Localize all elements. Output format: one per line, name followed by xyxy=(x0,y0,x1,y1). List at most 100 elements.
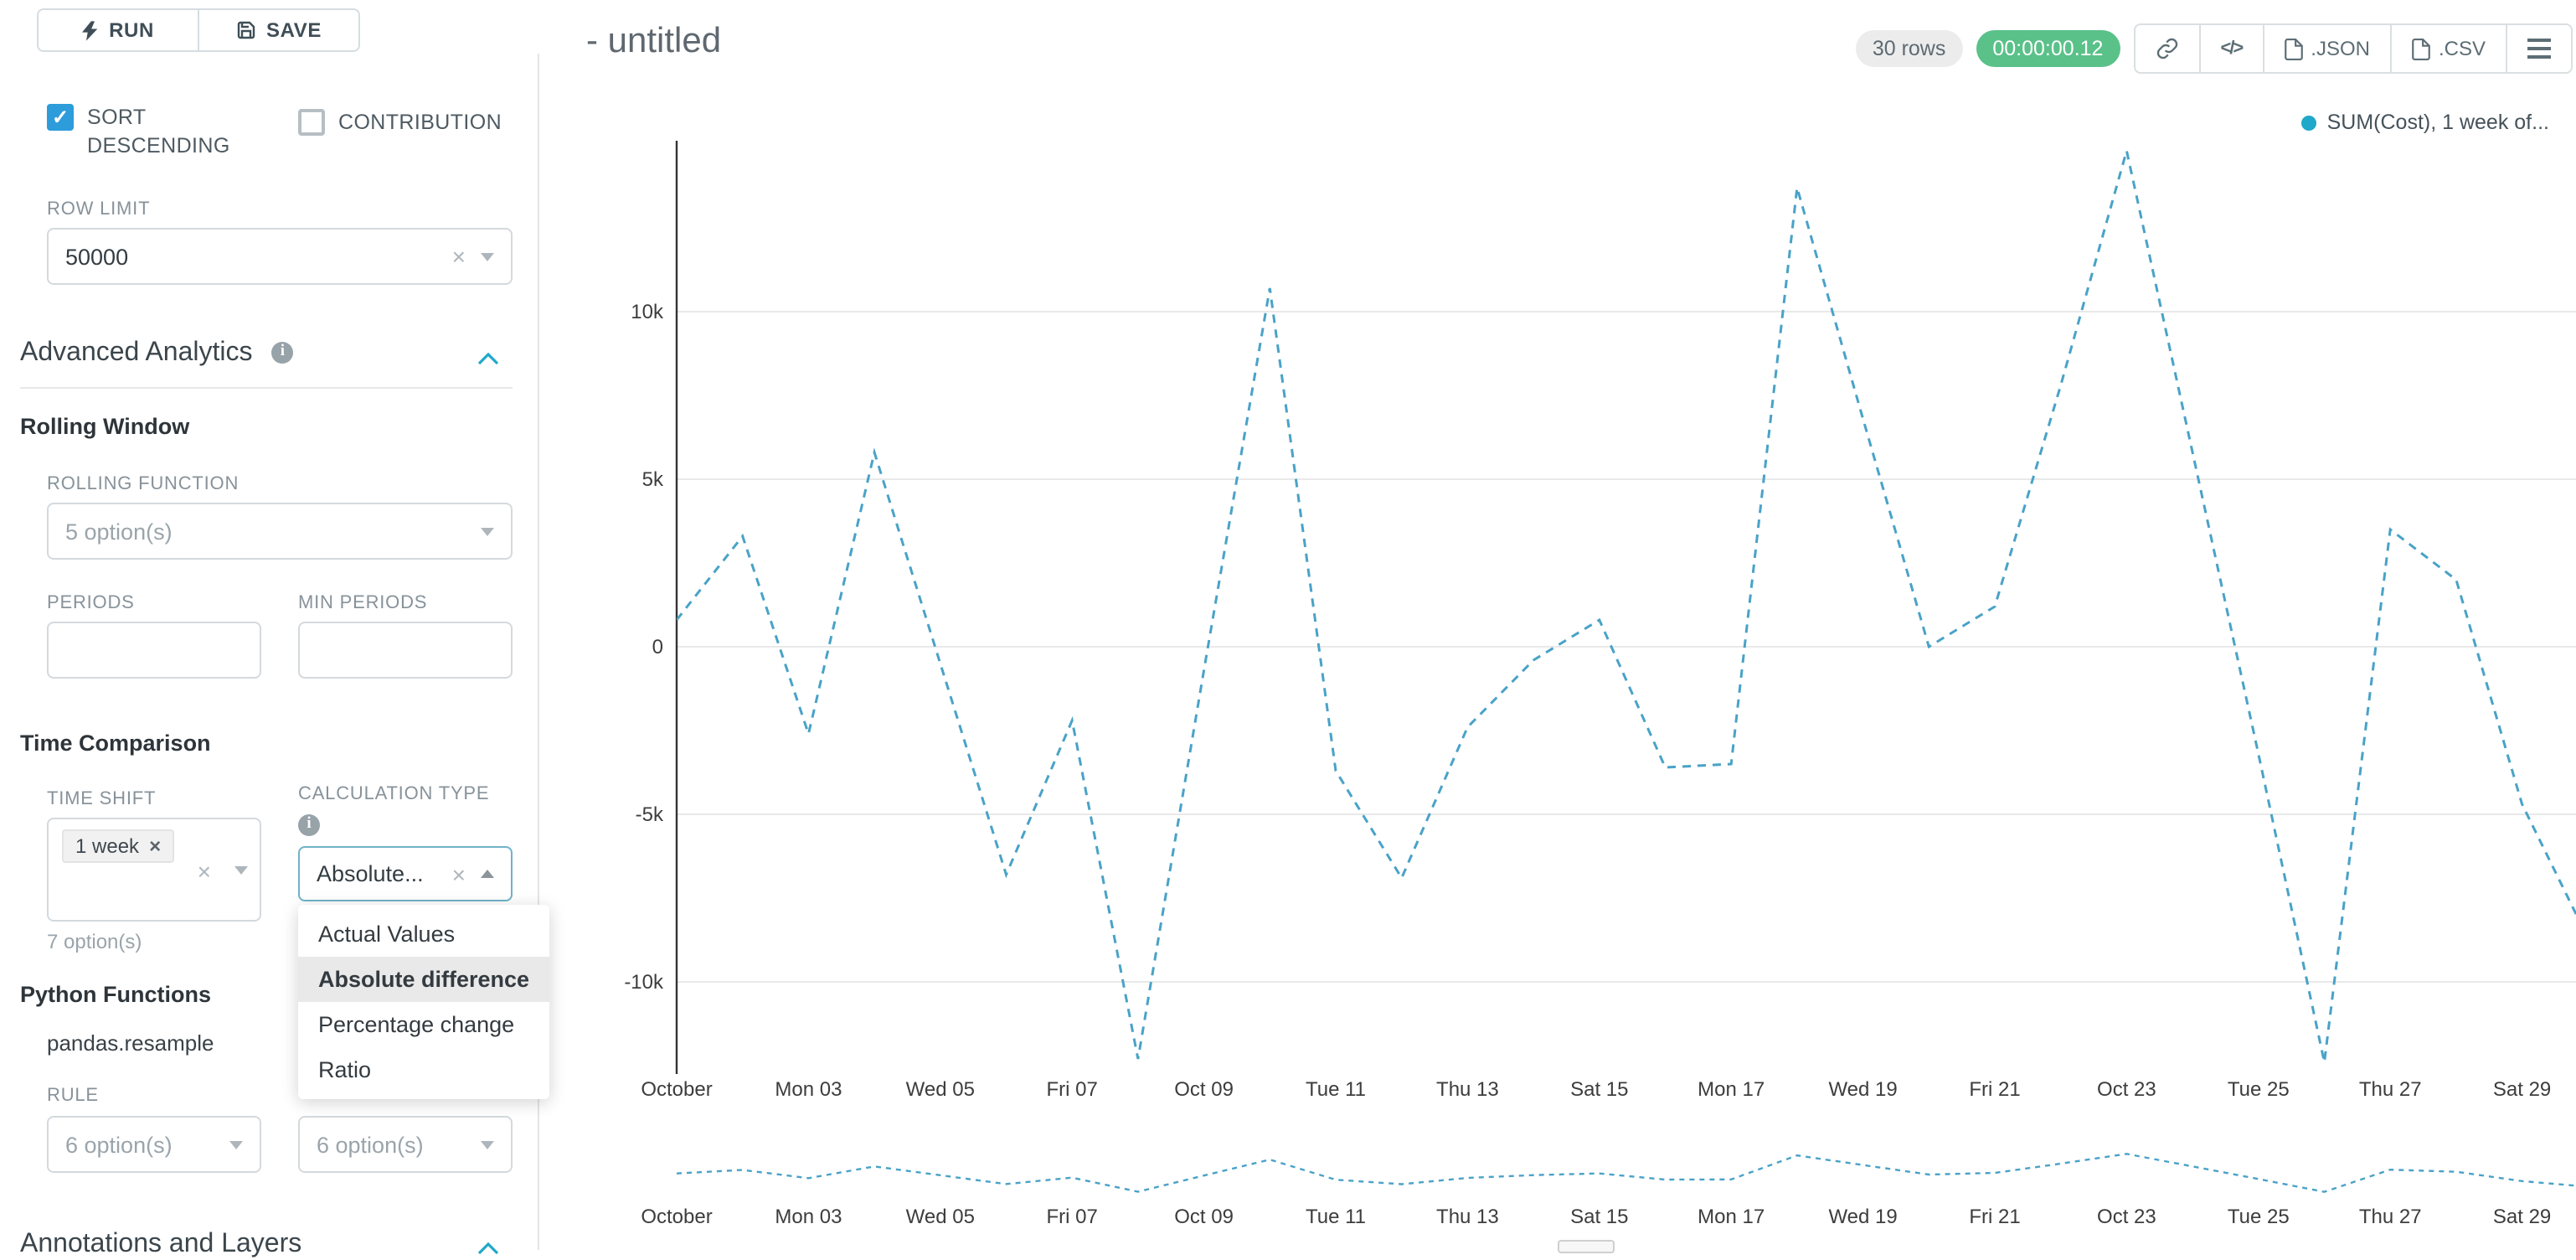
svg-text:Sat 15: Sat 15 xyxy=(1570,1206,1628,1228)
export-csv-label: .CSV xyxy=(2438,37,2486,60)
sort-descending-checkbox-row[interactable]: ✓ SORT DESCENDING xyxy=(47,104,265,161)
chevron-up-icon[interactable] xyxy=(477,1242,499,1255)
svg-text:Tue 11: Tue 11 xyxy=(1306,1078,1366,1101)
svg-text:Oct 09: Oct 09 xyxy=(1174,1206,1234,1228)
annotations-title: Annotations and Layers xyxy=(20,1230,302,1258)
svg-text:Fri 21: Fri 21 xyxy=(1969,1078,2020,1101)
menu-item[interactable]: Percentage change xyxy=(318,1012,515,1037)
time-shift-select[interactable]: 1 week × × xyxy=(47,818,261,922)
menu-item[interactable]: Ratio xyxy=(318,1057,372,1082)
advanced-analytics-title: Advanced Analytics xyxy=(20,338,253,367)
timeseries-chart[interactable]: 10k 5k 0 -5k -10k October October Mon 03 Mon 03 W… xyxy=(539,0,2576,1250)
chart-menu-button[interactable] xyxy=(2506,23,2573,74)
rule-select-2[interactable]: 6 option(s) xyxy=(298,1116,513,1173)
export-json-button[interactable]: .JSON xyxy=(2262,23,2392,74)
chevron-down-icon xyxy=(481,527,494,535)
copy-link-button[interactable] xyxy=(2133,23,2201,74)
time-shift-tag-label: 1 week xyxy=(75,834,140,858)
embed-code-button[interactable]: </> xyxy=(2198,23,2264,74)
svg-text:Fri 07: Fri 07 xyxy=(1047,1206,1098,1228)
svg-text:Sat 29: Sat 29 xyxy=(2493,1206,2551,1228)
sort-descending-label: SORT DESCENDING xyxy=(87,106,230,158)
svg-text:Oct 09: Oct 09 xyxy=(1174,1078,1234,1101)
range-selector-handle[interactable] xyxy=(1558,1240,1615,1253)
rolling-function-select[interactable]: 5 option(s) xyxy=(47,503,513,560)
chevron-down-icon xyxy=(234,866,248,875)
calculation-type-select[interactable]: Absolute... × xyxy=(298,846,513,901)
advanced-analytics-header[interactable]: Advanced Analytics i xyxy=(20,338,513,389)
hamburger-icon xyxy=(2527,39,2551,59)
row-count-badge: 30 rows xyxy=(1855,30,1963,67)
svg-text:Oct 23: Oct 23 xyxy=(2097,1206,2156,1228)
periods-input[interactable] xyxy=(47,622,261,679)
clear-icon[interactable]: × xyxy=(451,243,466,270)
svg-text:Wed 05: Wed 05 xyxy=(906,1078,975,1101)
svg-text:-5k: -5k xyxy=(636,803,664,826)
contribution-checkbox-row[interactable]: CONTRIBUTION xyxy=(298,109,533,137)
rolling-function-value: 5 option(s) xyxy=(65,519,173,544)
svg-text:Thu 13: Thu 13 xyxy=(1436,1078,1499,1101)
menu-item[interactable]: Absolute difference xyxy=(298,957,549,1002)
chart-legend[interactable]: SUM(Cost), 1 week of... xyxy=(2301,111,2549,134)
save-button[interactable]: SAVE xyxy=(198,8,360,52)
remove-tag-icon[interactable]: × xyxy=(149,834,162,858)
export-csv-button[interactable]: .CSV xyxy=(2389,23,2507,74)
legend-dot xyxy=(2301,115,2317,130)
svg-text:Thu 27: Thu 27 xyxy=(2359,1206,2422,1228)
sort-descending-checkbox[interactable]: ✓ xyxy=(47,104,74,131)
time-shift-label: TIME SHIFT xyxy=(47,789,157,809)
svg-text:0: 0 xyxy=(652,636,663,658)
clear-icon[interactable]: × xyxy=(451,860,466,887)
min-periods-input[interactable] xyxy=(298,622,513,679)
clear-icon[interactable]: × xyxy=(197,858,211,885)
svg-text:Mon 17: Mon 17 xyxy=(1698,1206,1765,1228)
link-icon xyxy=(2156,38,2177,59)
svg-text:-10k: -10k xyxy=(624,971,664,994)
info-icon: i xyxy=(298,814,320,836)
calculation-type-label: CALCULATION TYPE xyxy=(298,784,490,804)
svg-text:Tue 25: Tue 25 xyxy=(2228,1206,2290,1228)
info-icon: i xyxy=(271,342,294,364)
chevron-down-icon xyxy=(229,1140,243,1149)
python-functions-title: Python Functions xyxy=(20,982,211,1007)
svg-text:5k: 5k xyxy=(642,468,664,491)
svg-text:Sat 29: Sat 29 xyxy=(2493,1078,2551,1101)
annotations-header[interactable]: Annotations and Layers xyxy=(20,1230,513,1260)
svg-text:Tue 11: Tue 11 xyxy=(1306,1206,1366,1228)
svg-text:Wed 19: Wed 19 xyxy=(1828,1206,1897,1228)
row-limit-select[interactable]: 50000 × xyxy=(47,228,513,285)
rule-select[interactable]: 6 option(s) xyxy=(47,1116,261,1173)
chart-title[interactable]: - untitled xyxy=(586,22,722,60)
save-button-label: SAVE xyxy=(266,18,322,42)
calculation-type-value: Absolute... xyxy=(317,861,424,886)
svg-text:Sat 15: Sat 15 xyxy=(1570,1078,1628,1101)
code-icon: </> xyxy=(2220,39,2244,59)
svg-text:10k: 10k xyxy=(631,301,664,323)
rule-select-value: 6 option(s) xyxy=(65,1132,173,1157)
menu-item[interactable]: Actual Values xyxy=(318,922,456,947)
svg-text:October: October xyxy=(641,1206,712,1228)
time-shift-helper: 7 option(s) xyxy=(47,930,142,953)
time-shift-tag[interactable]: 1 week × xyxy=(62,829,175,863)
time-comparison-title: Time Comparison xyxy=(20,731,211,756)
periods-label: PERIODS xyxy=(47,593,135,613)
rule-label: RULE xyxy=(47,1086,99,1106)
svg-text:Mon 03: Mon 03 xyxy=(775,1206,842,1228)
controls-panel: option(s) RUN SAVE ✓ SORT DESCENDING xyxy=(0,0,549,1258)
svg-text:Oct 23: Oct 23 xyxy=(2097,1078,2156,1101)
run-button[interactable]: RUN xyxy=(37,8,199,52)
chevron-up-icon[interactable] xyxy=(477,352,499,365)
file-icon xyxy=(2284,38,2303,59)
run-save-group: RUN SAVE xyxy=(37,8,360,52)
min-periods-label: MIN PERIODS xyxy=(298,593,428,613)
chevron-down-icon xyxy=(481,1140,494,1149)
pandas-resample-label: pandas.resample xyxy=(47,1030,214,1056)
contribution-checkbox[interactable] xyxy=(298,109,325,136)
svg-text:Fri 07: Fri 07 xyxy=(1047,1078,1098,1101)
run-button-label: RUN xyxy=(109,18,154,42)
svg-text:Thu 13: Thu 13 xyxy=(1436,1206,1499,1228)
chart-header-actions: 30 rows 00:00:00.12 </> .JSON .CSV xyxy=(1855,23,2573,74)
rolling-function-label: ROLLING FUNCTION xyxy=(47,474,240,494)
svg-text:Wed 05: Wed 05 xyxy=(906,1206,975,1228)
